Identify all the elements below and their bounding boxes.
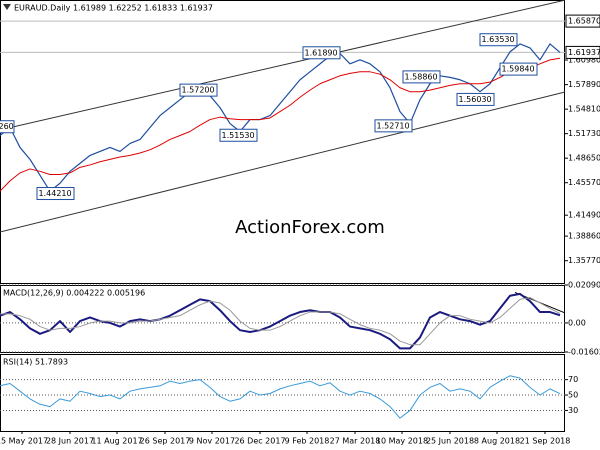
price-label: 1.65870: [568, 17, 600, 26]
series-line: [0, 375, 561, 419]
annotation-box: [219, 128, 258, 142]
trendline: [0, 91, 566, 233]
x-tick-label: 15 May 2017: [0, 437, 48, 446]
annotation-label: 1.59840: [502, 65, 535, 74]
annotation-label: 1.63530: [482, 35, 515, 44]
series-line: [0, 57, 561, 192]
annotation-box: [36, 187, 75, 201]
y-tick-label: 1.45570: [568, 178, 600, 187]
y-tick-label: -0.016023: [568, 348, 600, 357]
x-tick-label: 26 Sep 2017: [140, 437, 191, 446]
annotation-label: 1.58860: [405, 72, 438, 81]
x-tick-label: 21 Sep 2018: [520, 437, 571, 446]
x-tick-label: 28 Jun 2017: [46, 437, 94, 446]
price-box: [565, 45, 600, 59]
menu-icon: [3, 4, 11, 10]
annotation-box: [456, 92, 495, 106]
x-tick-label: 11 Aug 2017: [91, 437, 142, 446]
annotation-label: 1.52710: [377, 121, 410, 130]
annotation-label: 1.51530: [222, 131, 255, 140]
series-line: [0, 297, 561, 346]
panel-frame: [0, 354, 565, 432]
y-tick-label: 0.00: [568, 318, 586, 327]
y-tick-label: 1.38860: [568, 232, 600, 241]
x-tick-label: 9 Nov 2017: [189, 437, 235, 446]
annotation-box: [479, 33, 518, 47]
x-tick-label: 27 Mar 2018: [330, 437, 381, 446]
annotation-box: [0, 120, 15, 134]
y-tick-label: 1.48650: [568, 154, 600, 163]
y-tick-label: 70: [568, 375, 578, 384]
panel-title: EURAUD.Daily 1.61989 1.62252 1.61833 1.6…: [14, 4, 213, 13]
price-box: [565, 14, 600, 28]
annotation-label: 1.44210: [39, 189, 72, 198]
annotation-label: 1.61890: [305, 48, 338, 57]
annotation-box: [374, 119, 413, 133]
y-tick-label: 1.57890: [568, 80, 600, 89]
x-tick-label: 25 Jun 2018: [426, 437, 474, 446]
y-tick-label: 1.41490: [568, 211, 600, 220]
series-line: [0, 292, 561, 350]
x-tick-label: 9 Feb 2018: [285, 437, 330, 446]
annotation-label: 1.57200: [182, 86, 215, 95]
y-tick-label: 0.020904: [568, 281, 600, 290]
series-line: [0, 43, 561, 192]
annotation-box: [499, 62, 538, 76]
annotation-box: [179, 83, 218, 97]
panel-frame: [0, 0, 565, 284]
y-tick-label: 1.54810: [568, 105, 600, 114]
x-tick-label: 8 Aug 2018: [474, 437, 520, 446]
y-tick-label: 50: [568, 391, 578, 400]
panel-title: MACD(12,26,9) 0.004222 0.005196: [3, 289, 145, 298]
y-tick-label: 30: [568, 406, 578, 415]
annotation-label: 260: [0, 122, 14, 131]
annotation-box: [402, 70, 441, 84]
y-tick-label: 1.60980: [568, 56, 600, 65]
annotation-label: 1.56030: [459, 95, 492, 104]
x-tick-label: 10 May 2018: [376, 437, 428, 446]
y-tick-label: 1.35770: [568, 256, 600, 265]
y-tick-label: 1.51730: [568, 129, 600, 138]
annotation-box: [302, 46, 341, 60]
panel-title: RSI(14) 51.7893: [3, 358, 68, 367]
watermark: ActionForex.com: [235, 217, 385, 238]
x-tick-label: 26 Dec 2017: [234, 437, 285, 446]
trendline: [0, 0, 566, 131]
price-label: 1.61937: [568, 48, 600, 57]
